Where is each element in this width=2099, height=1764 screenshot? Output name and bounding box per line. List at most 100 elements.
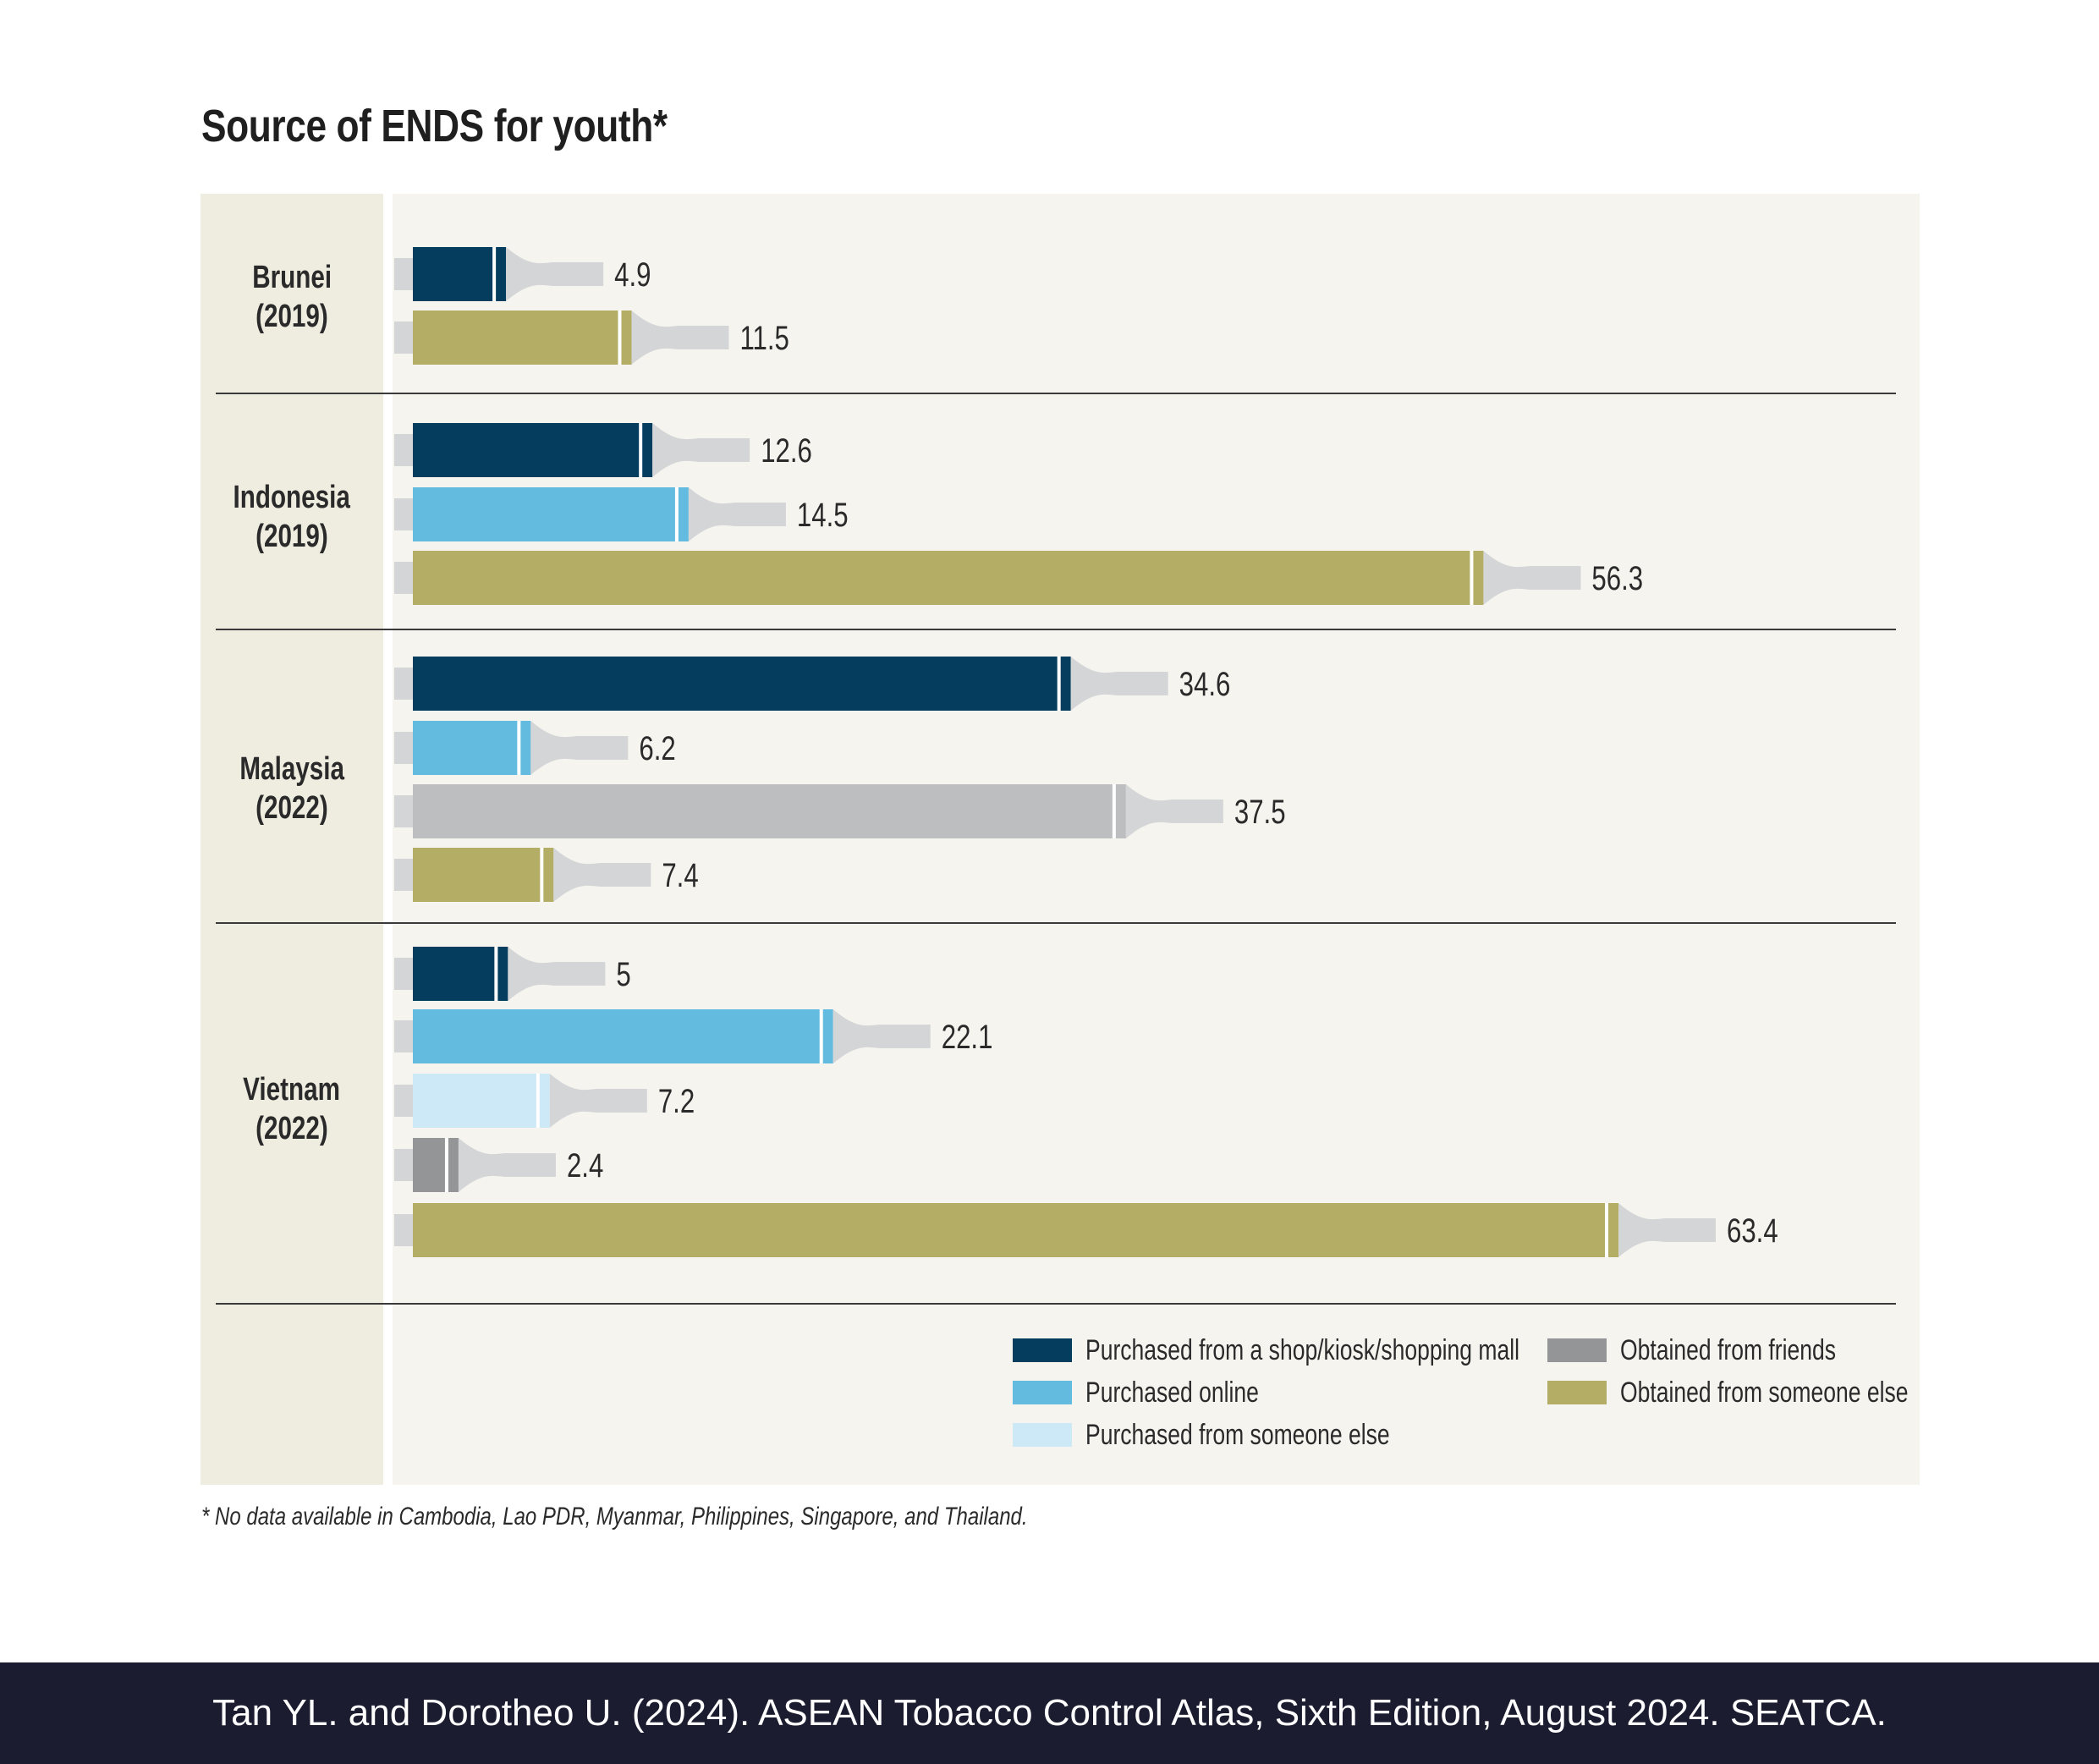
bar-cap-malaysia-1 xyxy=(394,732,413,764)
country-year: (2019) xyxy=(256,519,328,554)
bar-malaysia-1 xyxy=(413,721,531,775)
bar-mouthpiece-vietnam-4 xyxy=(1618,1203,1716,1257)
bar-cap-indonesia-2 xyxy=(394,562,413,594)
chart-panel xyxy=(201,194,1920,1485)
citation-text: Tan YL. and Dorotheo U. (2024). ASEAN To… xyxy=(212,1692,1887,1734)
country-label-brunei: Brunei (2019) xyxy=(201,258,383,336)
bar-malaysia-3 xyxy=(413,848,554,902)
bar-vietnam-1 xyxy=(413,1009,833,1063)
bar-brunei-1 xyxy=(413,310,632,365)
bar-cap-malaysia-0 xyxy=(394,668,413,700)
bar-mouthpiece-indonesia-1 xyxy=(688,487,786,541)
bar-mouthpiece-vietnam-1 xyxy=(832,1009,931,1063)
country-name: Malaysia xyxy=(239,751,344,787)
bar-cap-vietnam-1 xyxy=(394,1020,413,1052)
bar-stripe-brunei-0 xyxy=(492,247,497,301)
bar-cap-brunei-1 xyxy=(394,321,413,354)
bar-cap-malaysia-2 xyxy=(394,795,413,827)
bar-malaysia-2 xyxy=(413,784,1126,838)
bar-mouthpiece-brunei-0 xyxy=(506,247,604,301)
bar-vietnam-3 xyxy=(413,1138,459,1192)
legend-swatch xyxy=(1547,1381,1607,1404)
legend-swatch xyxy=(1013,1423,1072,1447)
bar-cap-vietnam-4 xyxy=(394,1214,413,1246)
footnote: * No data available in Cambodia, Lao PDR… xyxy=(201,1503,1028,1530)
legend: Purchased from a shop/kiosk/shopping mal… xyxy=(1013,1333,1909,1469)
bar-mouthpiece-malaysia-0 xyxy=(1070,657,1168,711)
data-label-vietnam-2: 7.2 xyxy=(658,1082,695,1120)
legend-label: Purchased from a shop/kiosk/shopping mal… xyxy=(1085,1333,1519,1366)
bar-mouthpiece-indonesia-0 xyxy=(652,423,750,477)
bar-stripe-malaysia-0 xyxy=(1057,657,1061,711)
legend-item-online: Purchased online xyxy=(1013,1376,1308,1410)
country-year: (2019) xyxy=(256,299,328,334)
group-separator xyxy=(216,629,1896,630)
legend-item-purchased-someone-else: Purchased from someone else xyxy=(1013,1418,1475,1452)
legend-item-friends: Obtained from friends xyxy=(1547,1333,1897,1367)
bar-mouthpiece-vietnam-2 xyxy=(549,1074,647,1128)
bar-stripe-vietnam-3 xyxy=(444,1138,448,1192)
country-year: (2022) xyxy=(256,790,328,826)
bar-indonesia-1 xyxy=(413,487,689,541)
data-label-malaysia-2: 37.5 xyxy=(1234,793,1286,831)
country-name: Indonesia xyxy=(233,480,351,515)
legend-swatch xyxy=(1013,1338,1072,1362)
bar-stripe-vietnam-1 xyxy=(819,1009,823,1063)
bar-mouthpiece-indonesia-2 xyxy=(1483,551,1581,605)
country-name: Vietnam xyxy=(243,1072,341,1107)
bar-vietnam-2 xyxy=(413,1074,550,1128)
country-name: Brunei xyxy=(252,260,332,295)
chart-title: Source of ENDS for youth* xyxy=(201,101,668,151)
bar-stripe-vietnam-2 xyxy=(536,1074,540,1128)
bar-cap-brunei-0 xyxy=(394,258,413,290)
bar-stripe-vietnam-4 xyxy=(1605,1203,1608,1257)
legend-label: Purchased from someone else xyxy=(1085,1418,1390,1451)
bar-cap-indonesia-1 xyxy=(394,498,413,530)
legend-swatch xyxy=(1547,1338,1607,1362)
citation-footer: Tan YL. and Dorotheo U. (2024). ASEAN To… xyxy=(0,1662,2099,1764)
bar-stripe-brunei-1 xyxy=(618,310,622,365)
bar-mouthpiece-brunei-1 xyxy=(631,310,729,365)
data-label-malaysia-3: 7.4 xyxy=(662,856,698,894)
bar-mouthpiece-vietnam-3 xyxy=(458,1138,556,1192)
group-separator xyxy=(216,922,1896,924)
bar-mouthpiece-malaysia-2 xyxy=(1125,784,1223,838)
country-label-column xyxy=(201,194,383,1485)
legend-swatch xyxy=(1013,1381,1072,1404)
country-year: (2022) xyxy=(256,1111,328,1146)
data-label-vietnam-0: 5 xyxy=(616,955,630,993)
legend-item-obtained-someone-else: Obtained from someone else xyxy=(1547,1376,1990,1410)
country-label-malaysia: Malaysia (2022) xyxy=(201,750,383,827)
data-label-brunei-0: 4.9 xyxy=(614,256,651,294)
bar-mouthpiece-malaysia-1 xyxy=(530,721,629,775)
bar-stripe-vietnam-0 xyxy=(494,947,498,1001)
data-label-indonesia-0: 12.6 xyxy=(761,431,812,470)
bar-indonesia-0 xyxy=(413,423,653,477)
bar-cap-malaysia-3 xyxy=(394,859,413,891)
bar-mouthpiece-malaysia-3 xyxy=(553,848,651,902)
data-label-vietnam-3: 2.4 xyxy=(567,1146,603,1184)
bar-malaysia-0 xyxy=(413,657,1071,711)
bar-stripe-malaysia-3 xyxy=(540,848,544,902)
bar-stripe-indonesia-1 xyxy=(674,487,679,541)
column-divider xyxy=(383,194,393,1485)
bar-vietnam-4 xyxy=(413,1203,1618,1257)
bar-stripe-indonesia-2 xyxy=(1470,551,1474,605)
group-separator xyxy=(216,393,1896,394)
data-label-vietnam-1: 22.1 xyxy=(942,1018,993,1056)
legend-item-shop: Purchased from a shop/kiosk/shopping mal… xyxy=(1013,1333,1642,1367)
bar-stripe-malaysia-1 xyxy=(517,721,521,775)
bar-cap-vietnam-2 xyxy=(394,1085,413,1117)
data-label-brunei-1: 11.5 xyxy=(739,319,788,357)
bar-indonesia-2 xyxy=(413,551,1484,605)
bar-brunei-0 xyxy=(413,247,507,301)
bar-cap-indonesia-0 xyxy=(394,434,413,466)
legend-label: Obtained from friends xyxy=(1620,1333,1837,1366)
bar-cap-vietnam-3 xyxy=(394,1149,413,1181)
bar-stripe-malaysia-2 xyxy=(1112,784,1116,838)
data-label-indonesia-1: 14.5 xyxy=(797,496,849,534)
data-label-vietnam-4: 63.4 xyxy=(1727,1212,1778,1250)
bar-vietnam-0 xyxy=(413,947,508,1001)
country-label-vietnam: Vietnam (2022) xyxy=(201,1070,383,1148)
